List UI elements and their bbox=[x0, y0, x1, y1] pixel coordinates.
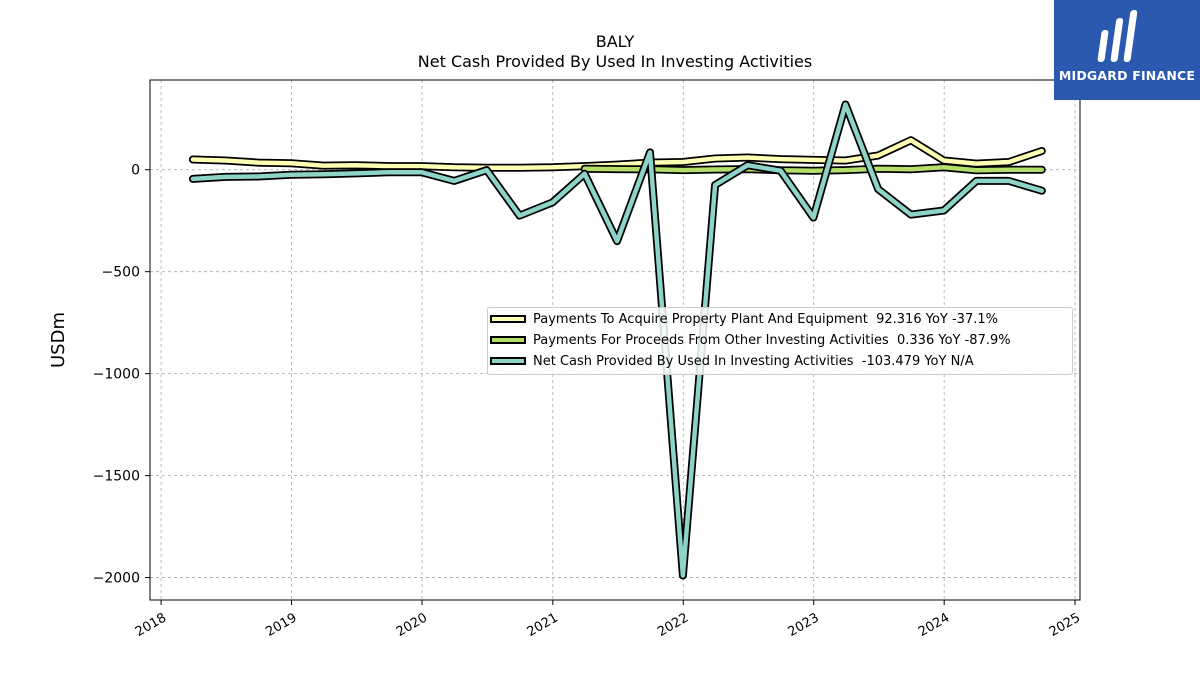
series-line-other-investing bbox=[582, 165, 1045, 173]
legend-swatch-net-cash bbox=[490, 357, 526, 365]
series-lines bbox=[188, 100, 1046, 580]
x-axis: 2018 2019 2020 2021 2022 2023 2024 2025 bbox=[133, 600, 1083, 640]
x-tick-label: 2018 bbox=[133, 610, 169, 640]
chart-title: Net Cash Provided By Used In Investing A… bbox=[417, 52, 813, 71]
legend: Payments To Acquire Property Plant And E… bbox=[487, 307, 1073, 375]
legend-swatch-ppe bbox=[490, 315, 526, 323]
x-tick-label: 2021 bbox=[525, 610, 561, 640]
y-tick-label: −2000 bbox=[93, 571, 140, 587]
series-line-ppe bbox=[190, 137, 1045, 170]
y-tick-label: −1500 bbox=[93, 469, 140, 485]
plot-frame bbox=[149, 79, 1081, 601]
x-tick-label: 2024 bbox=[916, 610, 952, 640]
chart-ticker: BALY bbox=[595, 32, 635, 51]
legend-item-ppe: Payments To Acquire Property Plant And E… bbox=[488, 310, 1068, 330]
x-tick-label: 2019 bbox=[263, 610, 299, 640]
series-line-net-cash bbox=[190, 102, 1045, 578]
y-axis: 0 −500 −1000 −1500 −2000 bbox=[93, 163, 150, 587]
x-tick-label: 2020 bbox=[394, 610, 430, 640]
y-axis-label: USDm bbox=[48, 312, 69, 368]
legend-swatch-other bbox=[490, 336, 526, 344]
y-tick-label: 0 bbox=[131, 163, 140, 179]
midgard-finance-logo: MIDGARD FINANCE bbox=[1054, 0, 1200, 100]
legend-label-ppe: Payments To Acquire Property Plant And E… bbox=[533, 312, 998, 327]
x-tick-label: 2025 bbox=[1047, 610, 1083, 640]
legend-label-net-cash: Net Cash Provided By Used In Investing A… bbox=[533, 354, 974, 369]
y-tick-label: −500 bbox=[102, 265, 140, 281]
logo-mark-icon bbox=[1097, 10, 1138, 62]
x-tick-label: 2023 bbox=[786, 610, 822, 640]
legend-label-other: Payments For Proceeds From Other Investi… bbox=[533, 333, 1011, 348]
legend-item-other: Payments For Proceeds From Other Investi… bbox=[488, 331, 1068, 351]
x-tick-label: 2022 bbox=[655, 610, 691, 640]
legend-item-net-cash: Net Cash Provided By Used In Investing A… bbox=[488, 352, 1068, 372]
logo-text: MIDGARD FINANCE bbox=[1058, 68, 1196, 83]
y-tick-label: −1000 bbox=[93, 367, 140, 383]
